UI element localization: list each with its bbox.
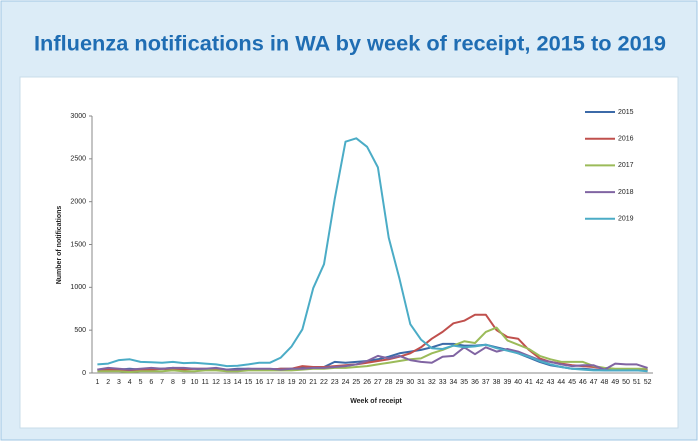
panel [19, 76, 679, 429]
x-tick-label: 3 [117, 379, 121, 386]
x-tick-label: 49 [611, 379, 619, 386]
x-tick-label: 16 [255, 379, 263, 386]
legend-label: 2016 [618, 136, 634, 143]
x-tick-label: 50 [622, 379, 630, 386]
x-tick-label: 2 [106, 379, 110, 386]
x-tick-label: 18 [277, 379, 285, 386]
x-tick-label: 37 [482, 379, 490, 386]
y-tick-label: 1500 [70, 241, 86, 248]
x-tick-label: 11 [202, 379, 209, 386]
x-tick-label: 28 [385, 379, 393, 386]
legend-label: 2015 [618, 109, 634, 116]
series-line [97, 346, 648, 371]
x-tick-label: 7 [160, 379, 164, 386]
x-tick-label: 26 [363, 379, 371, 386]
x-tick-label: 52 [644, 379, 652, 386]
x-tick-label: 36 [471, 379, 479, 386]
x-tick-label: 31 [417, 379, 425, 386]
x-tick-label: 4 [128, 379, 132, 386]
x-tick-label: 1 [95, 379, 99, 386]
x-tick-label: 27 [374, 379, 382, 386]
x-tick-label: 5 [139, 379, 143, 386]
x-tick-label: 41 [525, 379, 533, 386]
x-tick-label: 21 [309, 379, 317, 386]
y-tick-label: 2500 [70, 156, 86, 163]
x-tick-label: 38 [493, 379, 501, 386]
x-tick-label: 6 [149, 379, 153, 386]
chart-title: Influenza notifications in WA by week of… [34, 33, 666, 56]
x-tick-label: 45 [568, 379, 576, 386]
x-tick-label: 8 [171, 379, 175, 386]
x-axis-label: Week of receipt [350, 398, 402, 405]
x-tick-label: 25 [352, 379, 360, 386]
y-axis-label: Number of notifications [56, 206, 63, 285]
y-tick-label: 3000 [70, 113, 86, 120]
x-tick-label: 30 [406, 379, 414, 386]
x-tick-label: 39 [503, 379, 511, 386]
y-tick-label: 500 [74, 327, 86, 334]
y-tick-label: 0 [82, 370, 86, 377]
x-tick-label: 40 [514, 379, 522, 386]
x-tick-label: 48 [601, 379, 609, 386]
x-tick-label: 19 [288, 379, 296, 386]
x-tick-label: 20 [298, 379, 306, 386]
legend-label: 2018 [618, 189, 634, 196]
x-tick-label: 47 [590, 379, 598, 386]
legend-label: 2017 [618, 162, 634, 169]
x-tick-label: 29 [396, 379, 404, 386]
x-tick-label: 9 [182, 379, 186, 386]
x-tick-label: 23 [331, 379, 339, 386]
x-tick-label: 51 [633, 379, 641, 386]
legend-label: 2019 [618, 216, 634, 223]
y-tick-label: 2000 [70, 199, 86, 206]
x-tick-label: 35 [460, 379, 468, 386]
series-line [97, 326, 648, 374]
y-tick-label: 1000 [70, 284, 86, 291]
series-line [97, 137, 648, 373]
x-tick-label: 22 [320, 379, 328, 386]
x-tick-label: 32 [428, 379, 436, 386]
x-tick-label: 33 [439, 379, 447, 386]
x-tick-label: 42 [536, 379, 544, 386]
x-tick-label: 17 [266, 379, 274, 386]
x-tick-label: 24 [342, 379, 350, 386]
x-tick-label: 34 [450, 379, 458, 386]
x-tick-label: 12 [212, 379, 220, 386]
x-tick-label: 15 [245, 379, 253, 386]
x-tick-label: 10 [191, 379, 199, 386]
x-tick-label: 13 [223, 379, 231, 386]
x-tick-label: 14 [234, 379, 242, 386]
x-tick-label: 44 [557, 379, 565, 386]
x-tick-label: 46 [579, 379, 587, 386]
x-tick-label: 43 [547, 379, 555, 386]
